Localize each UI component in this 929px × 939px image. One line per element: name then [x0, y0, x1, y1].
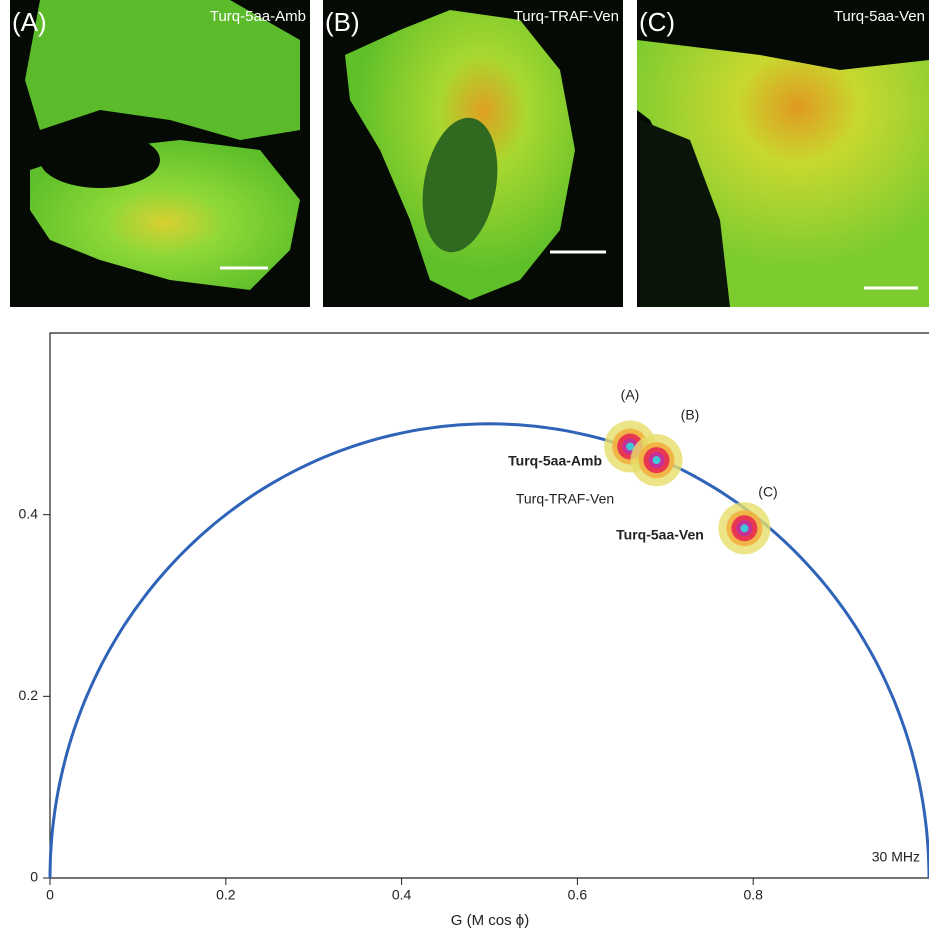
- y-tick-label: 0: [30, 869, 38, 885]
- cluster-ring: [643, 447, 670, 474]
- phasor-cluster: [718, 502, 771, 555]
- cluster-ring: [731, 515, 758, 542]
- cluster-ring: [726, 510, 763, 547]
- cluster-ring: [612, 428, 649, 465]
- x-tick-label: 0.6: [568, 887, 588, 903]
- panel-letter: (C): [639, 7, 675, 37]
- cluster-ring: [622, 438, 639, 455]
- universal-circle: [48, 422, 929, 879]
- dark-region: [640, 120, 730, 307]
- cluster-ring: [652, 456, 661, 465]
- x-tick-label: 0.2: [216, 887, 236, 903]
- x-axis-label: G (M cos ϕ): [451, 912, 529, 929]
- y-tick-label: 0.2: [19, 687, 39, 703]
- cluster-ring: [617, 433, 644, 460]
- cluster-ring: [736, 520, 753, 537]
- nucleus: [40, 132, 160, 188]
- cluster-ring: [718, 502, 771, 555]
- panel-label: Turq-5aa-Amb: [210, 8, 306, 25]
- cell: [25, 0, 300, 140]
- point-letter: (A): [621, 387, 640, 403]
- panel-letter: (B): [325, 7, 360, 37]
- cluster-ring: [638, 442, 675, 479]
- x-tick-label: 0.8: [743, 887, 763, 903]
- x-tick-label: 0: [46, 887, 54, 903]
- phasor-cluster: [630, 434, 683, 487]
- panel-label: Turq-5aa-Ven: [834, 8, 925, 25]
- image-row: (A) Turq-5aa-Amb (B) Turq-TRAF-Ven (C) Turq-5…: [10, 0, 929, 307]
- axis-frame: [49, 332, 929, 879]
- cluster-ring: [630, 434, 683, 487]
- point-name: Turq-5aa-Ven: [616, 527, 704, 543]
- frequency-annotation: 30 MHz: [872, 849, 920, 865]
- image-panel: [323, 0, 623, 307]
- point-letter: (C): [758, 484, 777, 500]
- point-name: Turq-TRAF-Ven: [516, 491, 614, 507]
- y-tick-label: 0.4: [19, 505, 39, 521]
- panel-label: Turq-TRAF-Ven: [514, 8, 619, 25]
- cluster-ring: [626, 442, 635, 451]
- phasor-cluster: [604, 420, 657, 473]
- cluster-ring: [648, 452, 665, 469]
- nucleus: [422, 117, 498, 253]
- cluster-ring: [604, 420, 657, 473]
- x-tick-label: 0.4: [392, 887, 412, 903]
- image-panel: [10, 0, 310, 307]
- point-letter: (B): [681, 407, 700, 423]
- cluster-ring: [740, 524, 749, 533]
- image-panel: [637, 0, 929, 307]
- panel-letter: (A): [12, 7, 47, 37]
- point-name: Turq-5aa-Amb: [508, 453, 602, 469]
